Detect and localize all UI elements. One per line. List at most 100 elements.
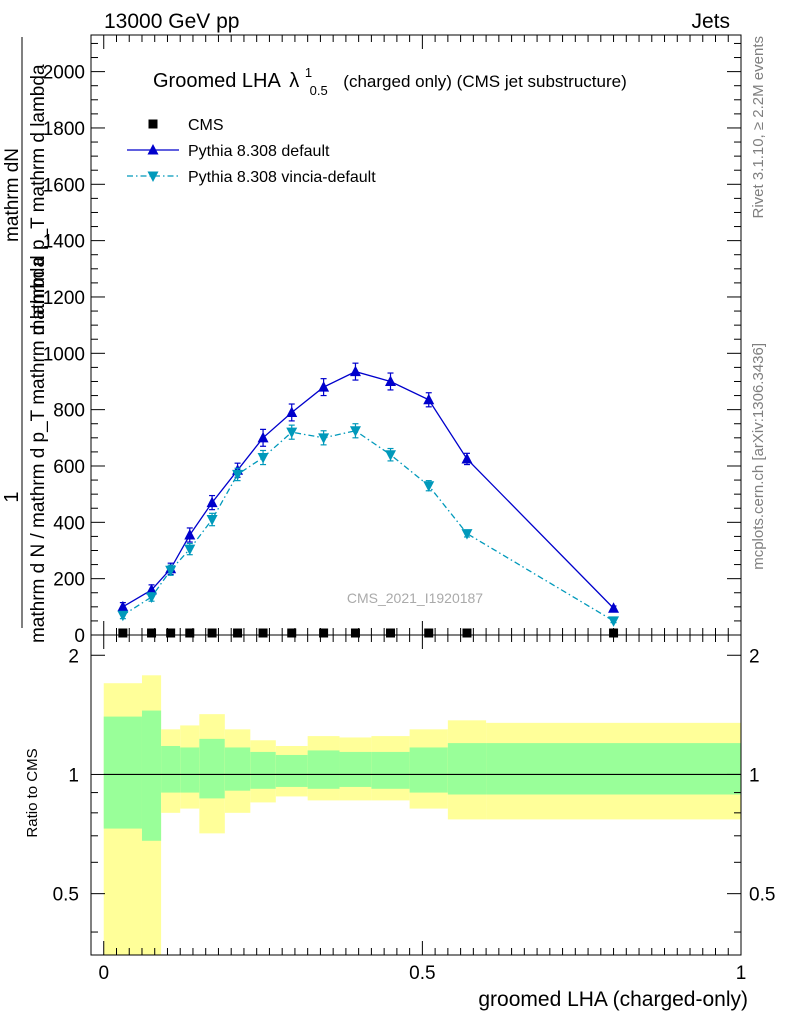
main-plot-ticks: 0 200 400 600 800 1000 1200 1400 1600 1800 2000 bbox=[43, 35, 742, 647]
ylabel-top-num: mathrm dN bbox=[2, 148, 23, 242]
pythia-default-point bbox=[147, 144, 159, 155]
plot-title-sup: 1 bbox=[305, 65, 312, 80]
ratio-band-green bbox=[199, 738, 225, 799]
header-process: Jets bbox=[691, 10, 730, 33]
series-0 bbox=[118, 628, 619, 638]
pythia-vincia-point bbox=[423, 481, 435, 492]
pythia-default-point bbox=[184, 529, 196, 540]
pythia-vincia-point bbox=[461, 529, 473, 540]
ratio-band-green bbox=[161, 745, 181, 793]
main-ytick-label: 200 bbox=[53, 570, 85, 591]
legend-label: CMS bbox=[188, 117, 224, 134]
cms-data-point bbox=[148, 119, 158, 129]
cms-data-point bbox=[258, 628, 268, 638]
cms-data-point bbox=[166, 628, 176, 638]
main-ytick-label: 800 bbox=[53, 401, 85, 422]
main-ytick-label: 1200 bbox=[43, 288, 85, 309]
pythia-vincia-point bbox=[206, 515, 218, 526]
ratio-band-green bbox=[103, 716, 142, 829]
ratio-band-green bbox=[409, 747, 448, 793]
cms-data-point bbox=[207, 628, 217, 638]
ratio-ytick-label-right: 0.5 bbox=[749, 885, 775, 906]
pythia-vincia-point bbox=[257, 453, 269, 464]
plot-title-text: Groomed LHA λ 1 0.5 (charged only) (CMS … bbox=[153, 60, 627, 100]
ratio-band-green bbox=[339, 751, 372, 787]
plot-title-suffix: (charged only) (CMS jet substructure) bbox=[343, 72, 626, 91]
ratio-plot: 0.5 0.5 1 1 2 2 0 0.5 1 bbox=[53, 634, 775, 984]
ylabel-denominator: mathrm d N / mathrm d p_T mathrm d lambd… bbox=[28, 257, 49, 644]
cms-data-point bbox=[609, 628, 619, 638]
ratio-plot-frame bbox=[90, 634, 742, 956]
main-ylabel: 1 mathrm d N / mathrm d p_T mathrm d lam… bbox=[1, 37, 49, 643]
ratio-plot-ticks: 0.5 0.5 1 1 2 2 0 0.5 1 bbox=[53, 635, 775, 984]
ratio-ytick-label: 0.5 bbox=[53, 885, 79, 906]
main-ytick-label: 400 bbox=[53, 513, 85, 534]
legend: CMS Pythia 8.308 default Pythia 8.308 vinc… bbox=[127, 117, 376, 186]
mcplots-label: mcplots.cern.ch [arXiv:1306.3436] bbox=[750, 343, 767, 570]
cms-data-point bbox=[287, 628, 297, 638]
ratio-ytick-label-right: 2 bbox=[749, 646, 760, 667]
ratio-band-green bbox=[371, 751, 410, 789]
analysis-watermark: CMS_2021_I1920187 bbox=[347, 590, 483, 606]
cms-data-point bbox=[147, 628, 157, 638]
pythia-vincia-point bbox=[385, 450, 397, 461]
pythia-vincia-point bbox=[147, 171, 159, 182]
series-1 bbox=[117, 362, 620, 613]
cms-data-point bbox=[424, 628, 434, 638]
pythia-default-point bbox=[423, 393, 435, 405]
pythia-vincia-point bbox=[117, 610, 129, 622]
main-ytick-label: 1800 bbox=[43, 119, 85, 140]
main-ytick-label: 1000 bbox=[43, 344, 85, 365]
pythia-default-point bbox=[146, 583, 158, 595]
legend-label: Pythia 8.308 vincia-default bbox=[188, 169, 376, 186]
pythia-vincia-point bbox=[165, 565, 177, 577]
plot-title-symbol: λ bbox=[289, 70, 299, 92]
legend-label: Pythia 8.308 default bbox=[188, 143, 330, 160]
main-ytick-label: 0 bbox=[74, 626, 85, 647]
pythia-default-point bbox=[608, 602, 620, 613]
ratio-xtick-label: 0 bbox=[98, 963, 109, 984]
ratio-band-green bbox=[275, 754, 308, 787]
ratio-band-green bbox=[224, 747, 251, 791]
pythia-default-point bbox=[318, 381, 330, 392]
ratio-ytick-label: 2 bbox=[68, 646, 79, 667]
cms-data-point bbox=[462, 628, 472, 638]
cms-data-point bbox=[319, 628, 329, 638]
cms-data-point bbox=[386, 628, 396, 638]
pythia-default-point bbox=[206, 496, 218, 508]
pythia-default-point bbox=[286, 406, 298, 417]
pythia-vincia-point bbox=[286, 427, 298, 439]
ylabel-top-den: mathrm d p_T mathrm d lambda bbox=[28, 64, 49, 335]
x-axis-label: groomed LHA (charged-only) bbox=[478, 988, 748, 1011]
ratio-ylabel: Ratio to CMS bbox=[24, 748, 41, 837]
ratio-plot-bands bbox=[103, 675, 741, 955]
pythia-default-point bbox=[461, 452, 473, 464]
series-line bbox=[122, 370, 615, 609]
main-ytick-label: 1400 bbox=[43, 232, 85, 253]
ratio-band-green bbox=[141, 710, 162, 841]
ratio-xtick-label: 0.5 bbox=[409, 963, 435, 984]
pythia-vincia-point bbox=[349, 426, 361, 437]
pythia-default-point bbox=[349, 365, 361, 377]
plot-title-main: Groomed LHA bbox=[153, 70, 281, 92]
cms-data-point bbox=[118, 628, 128, 638]
pythia-vincia-point bbox=[232, 469, 244, 481]
pythia-default-point bbox=[385, 375, 397, 386]
main-plot-series bbox=[117, 362, 620, 638]
series-2 bbox=[117, 423, 620, 627]
header-energy: 13000 GeV pp bbox=[104, 10, 239, 33]
ratio-ytick-label-right: 1 bbox=[749, 765, 760, 786]
pythia-default-point bbox=[117, 600, 129, 612]
cms-data-point bbox=[233, 628, 243, 638]
ratio-band-green bbox=[447, 743, 487, 795]
ratio-band-green bbox=[307, 750, 340, 789]
cms-data-point bbox=[185, 628, 195, 638]
pythia-default-point bbox=[257, 431, 269, 443]
pythia-vincia-point bbox=[318, 433, 330, 444]
ratio-band-green bbox=[180, 747, 200, 793]
main-ytick-label: 2000 bbox=[43, 63, 85, 84]
plot-title: Groomed LHA λ 1 0.5 (charged only) (CMS … bbox=[153, 60, 627, 100]
ratio-xtick-label: 1 bbox=[736, 963, 747, 984]
ylabel-numerator: 1 bbox=[1, 491, 23, 502]
